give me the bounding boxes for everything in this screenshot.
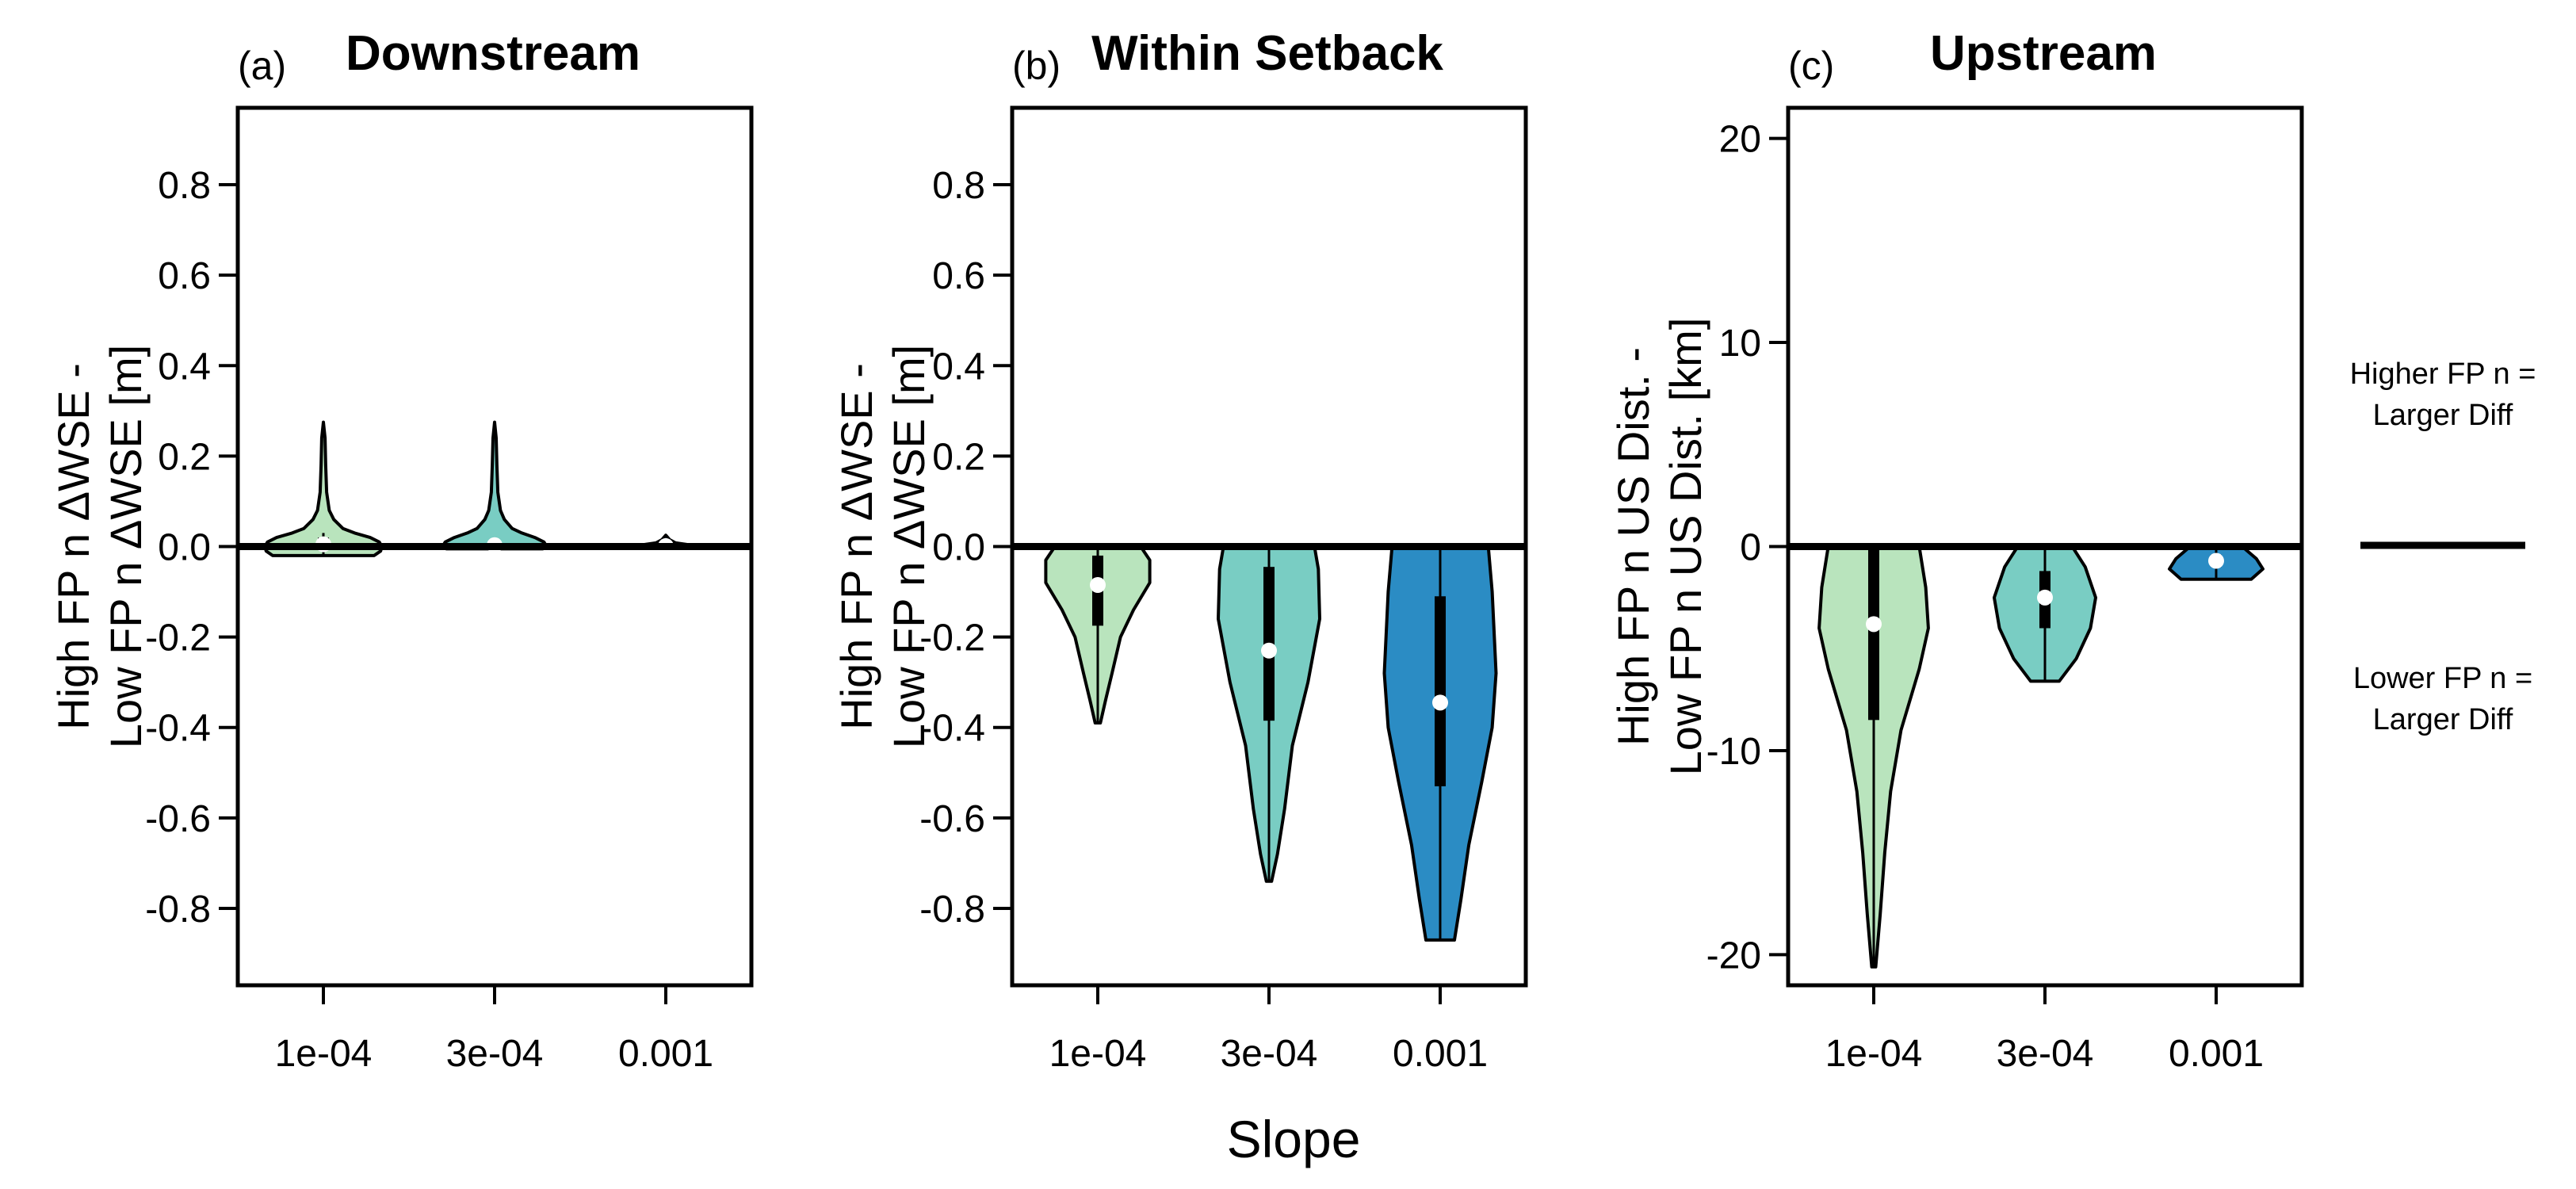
violin-median-point [1432, 694, 1448, 711]
panel-2: Within Setback (b) -0.8 -0.6 -0.4 -0.2 0.0 0.2 0… [831, 26, 1528, 1075]
y-tick-label: 0.2 [932, 436, 985, 478]
y-axis-label: High FP n ΔWSE -Low FP n ΔWSE [m] [831, 345, 934, 748]
y-tick-label: 10 [1719, 323, 1761, 365]
y-axis-label-line: High FP n US Dist. - [1608, 347, 1658, 746]
y-tick-label: 20 [1719, 119, 1761, 161]
y-tick-label: 0.0 [932, 527, 985, 569]
violin-2 [1217, 545, 1321, 883]
panel-letter: (c) [1788, 44, 1834, 88]
violin-3 [2168, 545, 2265, 581]
panel-title: Downstream [346, 26, 640, 81]
violin-median-point [2208, 552, 2224, 569]
legend-higher-line-1: Higher FP n = [2350, 357, 2536, 391]
violin-2 [1993, 545, 2097, 683]
y-tick-label: -0.4 [919, 708, 985, 750]
violin-median-point [1866, 616, 1882, 633]
y-axis-label-line: High FP n ΔWSE - [831, 363, 881, 730]
y-axis-label-line: Low FP n US Dist. [km] [1661, 318, 1710, 776]
y-tick-label: 0.8 [158, 165, 211, 207]
violin-median-point [1090, 577, 1106, 594]
x-tick-label: 1e-04 [1049, 1033, 1147, 1075]
panel-title: Upstream [1930, 26, 2157, 81]
x-tick-label: 3e-04 [1221, 1033, 1318, 1075]
y-tick-label: 0 [1740, 527, 1761, 569]
y-axis-label-line: Low FP n ΔWSE [m] [884, 345, 934, 748]
panel-letter: (a) [238, 44, 286, 88]
y-tick-label: -0.2 [145, 617, 211, 659]
y-axis-label-line: High FP n ΔWSE - [48, 363, 98, 730]
panel-letter: (b) [1012, 44, 1061, 88]
x-tick-label: 0.001 [618, 1033, 713, 1075]
x-tick-label: 0.001 [1393, 1033, 1488, 1075]
legend: Higher FP n = Larger Diff Lower FP n = L… [2350, 357, 2536, 736]
y-tick-label: -0.6 [145, 798, 211, 840]
y-tick-label: 0.0 [158, 527, 211, 569]
violin-3 [1382, 545, 1498, 942]
x-tick-label: 1e-04 [1825, 1033, 1923, 1075]
panel-1: Downstream (a) -0.8 -0.6 -0.4 -0.2 0.0 0.2 0.4 0.… [48, 26, 754, 1075]
y-tick-label: -0.2 [919, 617, 985, 659]
x-tick-label: 0.001 [2169, 1033, 2264, 1075]
y-tick-label: 0.6 [932, 255, 985, 297]
legend-higher-line-2: Larger Diff [2373, 399, 2513, 432]
y-tick-label: -0.6 [919, 798, 985, 840]
y-tick-label: -0.4 [145, 708, 211, 750]
legend-lower-line-1: Lower FP n = [2353, 662, 2532, 695]
y-axis-label: High FP n ΔWSE -Low FP n ΔWSE [m] [48, 345, 151, 748]
violin-iqr-box [1435, 596, 1446, 786]
y-tick-label: 0.8 [932, 165, 985, 207]
x-tick-label: 1e-04 [275, 1033, 373, 1075]
y-tick-label: 0.6 [158, 255, 211, 297]
violin-1 [1817, 545, 1930, 969]
panels: Downstream (a) -0.8 -0.6 -0.4 -0.2 0.0 0.2 0.4 0.… [48, 26, 2304, 1075]
violin-2 [441, 420, 548, 553]
x-tick-label: 3e-04 [1997, 1033, 2094, 1075]
y-axis-label-line: Low FP n ΔWSE [m] [101, 345, 151, 748]
y-tick-label: -0.8 [919, 889, 985, 931]
panel-title: Within Setback [1091, 26, 1443, 81]
y-tick-label: -10 [1707, 731, 1761, 773]
violin-1 [1044, 545, 1152, 724]
y-tick-label: 0.4 [158, 346, 211, 388]
y-tick-label: -20 [1707, 935, 1761, 977]
y-tick-label: 0.4 [932, 346, 985, 388]
violin-iqr-box [1868, 549, 1879, 721]
y-tick-label: 0.2 [158, 436, 211, 478]
x-axis-label: Slope [1227, 1110, 1361, 1168]
violin-body [263, 420, 384, 557]
violin-1 [263, 420, 384, 557]
violin-median-point [2037, 589, 2053, 606]
y-tick-label: -0.8 [145, 889, 211, 931]
x-tick-label: 3e-04 [446, 1033, 544, 1075]
y-axis-label: High FP n US Dist. -Low FP n US Dist. [k… [1608, 318, 1710, 776]
panel-3: Upstream (c) -20 -10 0 10 20 High FP n US Dist.… [1608, 26, 2304, 1075]
violin-body [441, 420, 548, 551]
legend-lower-line-2: Larger Diff [2373, 703, 2513, 736]
violin-median-point [1261, 642, 1277, 659]
